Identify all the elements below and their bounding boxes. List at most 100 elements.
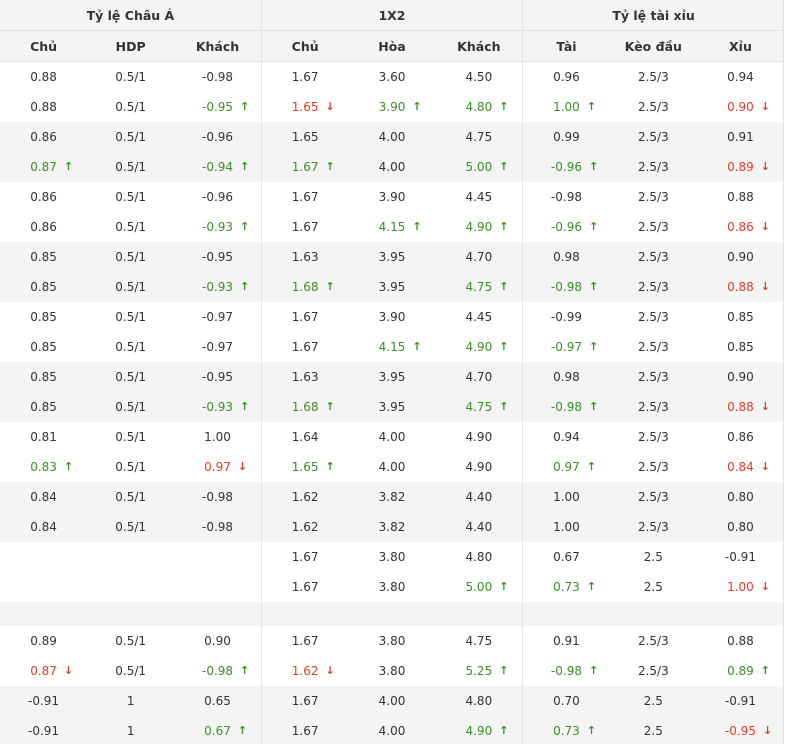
odds-value: -0.98	[551, 190, 582, 204]
arrow-up-icon: ↑	[63, 160, 74, 173]
odds-cell: 0.84	[0, 512, 88, 542]
odds-value: 0.81	[30, 430, 57, 444]
odds-value-text: 1.68	[291, 280, 319, 294]
odds-value: 0.85	[30, 340, 57, 354]
odds-cell: 5.00 ↑	[435, 152, 523, 182]
odds-value: -0.91	[725, 550, 756, 564]
odds-value-text: 0.85	[30, 370, 57, 384]
odds-value: 2.5/3	[638, 250, 669, 264]
odds-value-text: 0.90	[727, 100, 754, 114]
odds-value-text: 0.94	[727, 70, 754, 84]
odds-value: 4.80	[465, 694, 492, 708]
odds-cell: 1.67 ↑	[260, 152, 349, 182]
odds-value: 1	[127, 724, 135, 738]
odds-value-text: 0.85	[727, 340, 754, 354]
odds-value-text: -0.96	[550, 160, 582, 174]
arrow-down-icon: ↓	[760, 580, 771, 593]
odds-value-text: 0.85	[30, 400, 57, 414]
odds-cell: -0.95	[174, 242, 262, 272]
odds-value-text: 0.88	[727, 280, 754, 294]
odds-cell: 2.5/3	[610, 182, 697, 212]
odds-value: -0.98 ↑	[551, 400, 598, 414]
odds-cell: 0.67	[522, 542, 610, 572]
odds-value-text: 4.00	[378, 130, 406, 144]
odds-value: 2.5/3	[638, 70, 669, 84]
odds-value-text: 1.00	[553, 520, 580, 534]
odds-value: 1.00 ↑	[553, 100, 596, 114]
odds-value-text: 0.5/1	[115, 664, 147, 678]
odds-value-text: 1.62	[291, 664, 319, 678]
odds-value: 4.45	[465, 310, 492, 324]
odds-value-text: 0.85	[30, 310, 57, 324]
group-header-asian: Tỷ lệ Châu Á	[0, 0, 262, 31]
odds-cell	[522, 602, 610, 626]
odds-cell: 1.68 ↑	[260, 392, 349, 422]
odds-cell: 0.86 ↓	[697, 212, 784, 242]
odds-value: 0.85	[30, 250, 57, 264]
odds-value: 2.5/3	[638, 370, 669, 384]
odds-cell: 0.67 ↑	[174, 716, 262, 744]
odds-value-text: 1.67	[291, 160, 319, 174]
odds-value: 2.5	[644, 550, 663, 564]
odds-value: -0.98	[202, 490, 233, 504]
odds-value: 1.67	[292, 550, 319, 564]
odds-value: 1.67 ↑	[291, 160, 335, 174]
odds-cell: 0.70	[522, 686, 610, 716]
odds-cell: 0.5/1	[87, 512, 175, 542]
odds-value: 2.5	[644, 580, 663, 594]
odds-cell: 1.67	[260, 572, 349, 602]
odds-cell: 0.85	[0, 392, 88, 422]
odds-value: 4.75	[465, 130, 492, 144]
odds-value: 2.5/3	[638, 664, 669, 678]
odds-value-text: -0.93	[201, 280, 234, 294]
odds-value: 2.5/3	[638, 100, 669, 114]
arrow-down-icon: ↓	[63, 664, 74, 677]
odds-value-text: 3.95	[378, 370, 406, 384]
odds-cell: -0.94 ↑	[174, 152, 262, 182]
odds-value-text: -0.97	[201, 310, 234, 324]
odds-value-text: 4.90	[465, 340, 493, 354]
odds-cell: 4.90	[436, 452, 523, 482]
odds-value: 0.98	[553, 250, 580, 264]
odds-value-text: 0.84	[30, 520, 57, 534]
odds-value-text: 2.5/3	[637, 460, 669, 474]
odds-cell: -0.98	[522, 182, 610, 212]
odds-cell: 2.5/3	[609, 152, 697, 182]
odds-cell: 4.80	[435, 686, 523, 716]
odds-value-text: 3.80	[378, 634, 406, 648]
odds-value-text: 0.80	[727, 490, 754, 504]
odds-cell: 1.67	[260, 212, 349, 242]
odds-cell: 3.82	[348, 512, 436, 542]
odds-cell: 0.87 ↑	[0, 152, 88, 182]
odds-cell: 0.5/1	[87, 332, 174, 362]
odds-value-text: 0.85	[30, 250, 57, 264]
odds-value: 2.5/3	[638, 190, 669, 204]
odds-cell: 0.98	[522, 242, 610, 272]
arrow-down-icon: ↓	[760, 160, 771, 173]
odds-value-text: -0.98	[550, 280, 582, 294]
odds-cell: 2.5/3	[610, 422, 697, 452]
odds-value: -0.91	[28, 694, 59, 708]
odds-value: -0.93 ↑	[201, 280, 249, 294]
odds-value-text: 3.60	[378, 70, 406, 84]
odds-value-text: 2.5/3	[637, 220, 669, 234]
odds-value-text: 0.86	[727, 220, 754, 234]
odds-value: 0.5/1	[115, 220, 146, 234]
odds-value-text: 0.89	[727, 664, 754, 678]
odds-value: 0.5/1	[115, 70, 146, 84]
odds-cell: -0.98	[174, 482, 262, 512]
arrow-up-icon: ↑	[412, 100, 422, 113]
odds-cell: 0.85	[0, 272, 88, 302]
odds-value: 4.80	[465, 550, 492, 564]
odds-value-text: -0.94	[201, 160, 234, 174]
odds-value: -0.93 ↑	[202, 400, 249, 414]
odds-value-text: -0.97	[550, 340, 582, 354]
odds-cell: 2.5/3	[610, 212, 697, 242]
odds-cell: 1.63	[260, 362, 349, 392]
odds-cell: 1.67	[260, 182, 349, 212]
odds-cell: 0.5/1	[87, 242, 175, 272]
odds-value-text: 0.5/1	[115, 190, 147, 204]
odds-value: 0.89 ↑	[727, 664, 770, 678]
arrow-up-icon: ↑	[240, 160, 250, 173]
odds-value: -0.95 ↑	[202, 100, 249, 114]
